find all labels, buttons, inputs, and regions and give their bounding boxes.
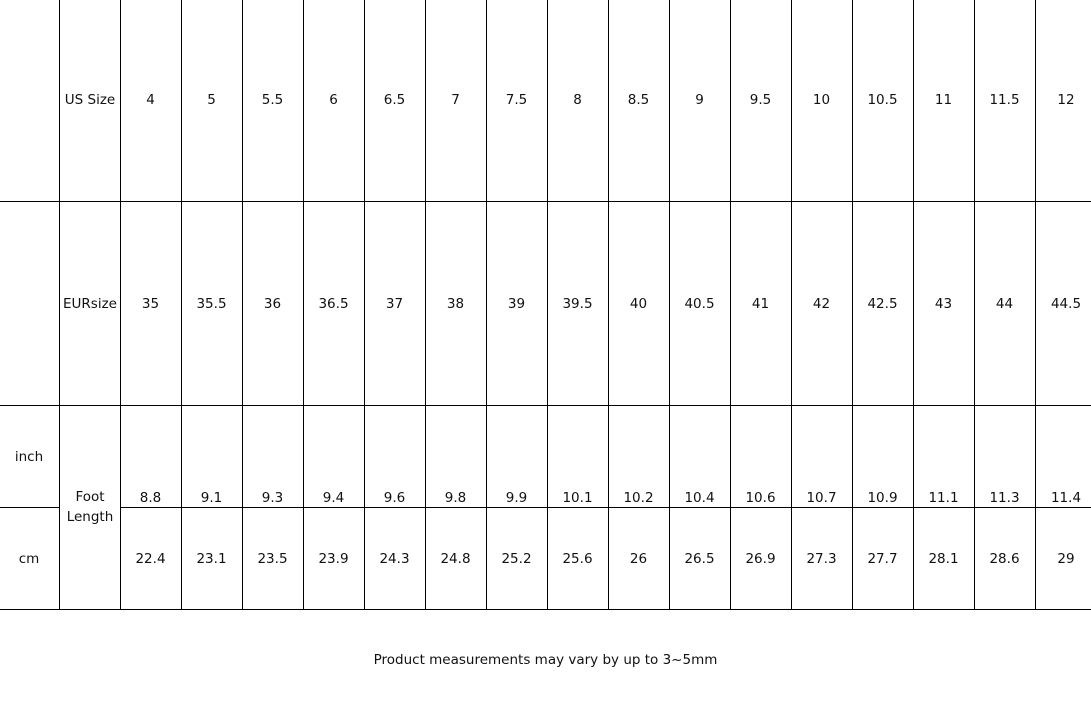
column-divider [913, 0, 914, 610]
cm-cell: 26.5 [684, 551, 715, 567]
size-chart-table: US Size EURsize Foot Length inch cm 4 35 8.8 22.… [0, 0, 1091, 610]
eur-size-cell: 42 [812, 296, 831, 312]
inch-cell: 11.4 [1050, 490, 1082, 506]
row-divider [120, 507, 1091, 508]
eur-size-cell: 44.5 [1050, 296, 1082, 312]
cm-cell: 28.1 [928, 551, 959, 567]
cm-cell: 26.9 [745, 551, 776, 567]
foot-length-label: Foot Length [66, 489, 114, 525]
inch-cell: 9.6 [383, 490, 406, 506]
eur-size-cell: 36.5 [318, 296, 349, 312]
cm-cell: 27.7 [867, 551, 898, 567]
cm-cell: 24.8 [440, 551, 471, 567]
inch-cell: 9.4 [322, 490, 345, 506]
cm-cell: 23.5 [257, 551, 288, 567]
inch-cell: 9.8 [444, 490, 467, 506]
eur-size-cell: 39 [507, 296, 526, 312]
cm-cell: 27.3 [806, 551, 837, 567]
eur-size-cell: 42.5 [867, 296, 898, 312]
inch-cell: 10.2 [623, 490, 654, 506]
eur-size-cell: 40.5 [684, 296, 715, 312]
row-divider [0, 609, 1091, 610]
eur-size-cell: 39.5 [562, 296, 593, 312]
cm-cell: 25.2 [501, 551, 532, 567]
us-size-cell: 12 [1057, 92, 1075, 108]
eur-size-cell: 35 [141, 296, 160, 312]
column-divider [59, 0, 60, 610]
us-size-cell: 5.5 [261, 92, 284, 108]
eur-size-cell: 38 [446, 296, 465, 312]
column-divider [181, 0, 182, 610]
inch-cell: 9.9 [505, 490, 528, 506]
column-divider [974, 0, 975, 610]
column-divider [791, 0, 792, 610]
cm-cell: 23.9 [318, 551, 349, 567]
row-divider [0, 405, 1091, 406]
us-size-cell: 10 [812, 92, 831, 108]
us-size-cell: 8.5 [627, 92, 650, 108]
inch-cell: 11.3 [989, 490, 1020, 506]
inch-cell: 9.3 [261, 490, 284, 506]
eur-size-cell: 43 [934, 296, 953, 312]
eur-size-cell: 36 [263, 296, 282, 312]
inch-cell: 10.1 [562, 490, 593, 506]
us-size-cell: 6 [329, 92, 338, 108]
cm-cell: 26 [629, 551, 648, 567]
inch-cell: 10.6 [745, 490, 776, 506]
us-size-cell: 10.5 [867, 92, 898, 108]
us-size-cell: 11 [934, 92, 953, 108]
cm-label: cm [18, 551, 40, 567]
us-size-cell: 9 [695, 92, 704, 108]
us-size-cell: 9.5 [749, 92, 772, 108]
column-divider [730, 0, 731, 610]
us-size-cell: 8 [573, 92, 582, 108]
inch-cell: 9.1 [200, 490, 223, 506]
eur-size-cell: 40 [629, 296, 648, 312]
cm-cell: 24.3 [379, 551, 410, 567]
column-divider [120, 0, 121, 610]
column-divider [242, 0, 243, 610]
column-divider [608, 0, 609, 610]
us-size-cell: 6.5 [383, 92, 406, 108]
measurement-note: Product measurements may vary by up to 3… [373, 652, 718, 668]
column-divider [303, 0, 304, 610]
eur-size-label: EURsize [63, 296, 117, 312]
inch-cell: 8.8 [139, 490, 162, 506]
inch-cell: 10.4 [684, 490, 715, 506]
column-divider [425, 0, 426, 610]
cm-cell: 22.4 [135, 551, 166, 567]
eur-size-cell: 44 [995, 296, 1014, 312]
inch-cell: 11.1 [928, 490, 959, 506]
column-divider [669, 0, 670, 610]
cm-cell: 25.6 [562, 551, 593, 567]
eur-size-cell: 37 [385, 296, 404, 312]
column-divider [486, 0, 487, 610]
row-divider [0, 507, 59, 508]
us-size-cell: 7.5 [505, 92, 528, 108]
inch-label: inch [14, 449, 44, 465]
row-divider [0, 201, 1091, 202]
us-size-cell: 7 [451, 92, 460, 108]
cm-cell: 29 [1057, 551, 1075, 567]
cm-cell: 23.1 [196, 551, 227, 567]
inch-cell: 10.7 [806, 490, 837, 506]
column-divider [1035, 0, 1036, 610]
cm-cell: 28.6 [989, 551, 1020, 567]
column-divider [547, 0, 548, 610]
us-size-cell: 4 [146, 92, 155, 108]
eur-size-cell: 41 [751, 296, 770, 312]
us-size-cell: 11.5 [989, 92, 1020, 108]
eur-size-cell: 35.5 [196, 296, 227, 312]
us-size-label: US Size [64, 92, 116, 108]
inch-cell: 10.9 [867, 490, 898, 506]
column-divider [364, 0, 365, 610]
column-divider [852, 0, 853, 610]
us-size-cell: 5 [207, 92, 216, 108]
